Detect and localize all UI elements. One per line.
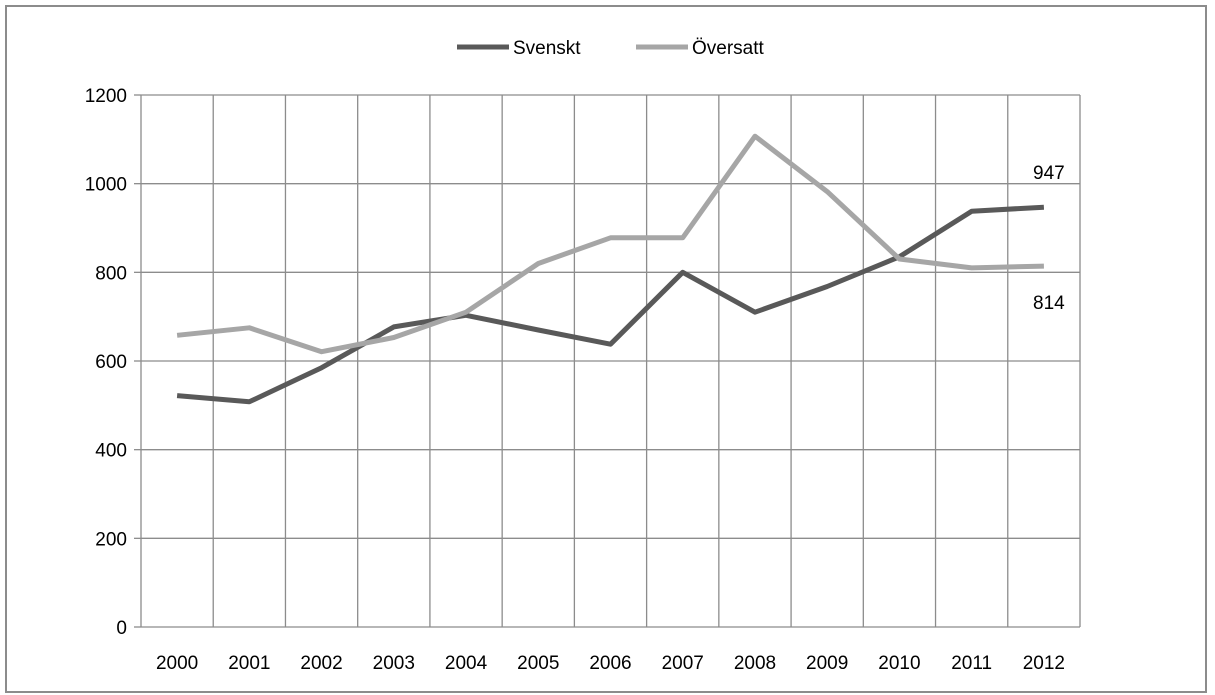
x-tick-label: 2009	[806, 653, 848, 674]
end-label-svenskt: 947	[1033, 163, 1065, 184]
x-tick-label: 2002	[300, 653, 342, 674]
x-tick-label: 2001	[228, 653, 270, 674]
y-tick-label: 400	[95, 441, 127, 462]
series-lines	[176, 133, 1045, 405]
end-label-oversatt: 814	[1033, 293, 1065, 314]
x-tick-label: 2000	[156, 653, 198, 674]
legend-label-0: Svenskt	[513, 38, 581, 59]
chart-frame: 0 200 400 600 800 1000 1200 2000 2001 2002 2003 200…	[5, 5, 1207, 693]
x-tick-label: 2011	[951, 653, 992, 674]
grid	[141, 94, 1081, 627]
y-tick-label: 600	[95, 352, 127, 373]
y-tick-label: 0	[116, 618, 127, 639]
y-tick-label: 1000	[85, 175, 127, 196]
x-tick-label: 2003	[373, 653, 415, 674]
legend: Svenskt Översatt	[457, 38, 765, 59]
x-tick-label: 2012	[1023, 653, 1065, 674]
data-labels: 947 814	[1033, 163, 1065, 314]
legend-label-1: Översatt	[692, 38, 765, 59]
series-line-1	[176, 133, 1044, 355]
x-tick-label: 2008	[734, 653, 776, 674]
x-tick-label: 2010	[878, 653, 920, 674]
line-chart: 0 200 400 600 800 1000 1200 2000 2001 2002 2003 200…	[85, 38, 1081, 674]
x-tick-label: 2006	[589, 653, 631, 674]
y-tick-label: 200	[95, 529, 127, 550]
y-tick-label: 800	[95, 263, 127, 284]
x-tick-label: 2004	[445, 653, 488, 674]
axes: 0 200 400 600 800 1000 1200 2000 2001 2002 2003 200…	[85, 86, 1080, 674]
x-tick-label: 2005	[517, 653, 559, 674]
y-tick-label: 1200	[85, 86, 127, 107]
x-tick-label: 2007	[662, 653, 704, 674]
